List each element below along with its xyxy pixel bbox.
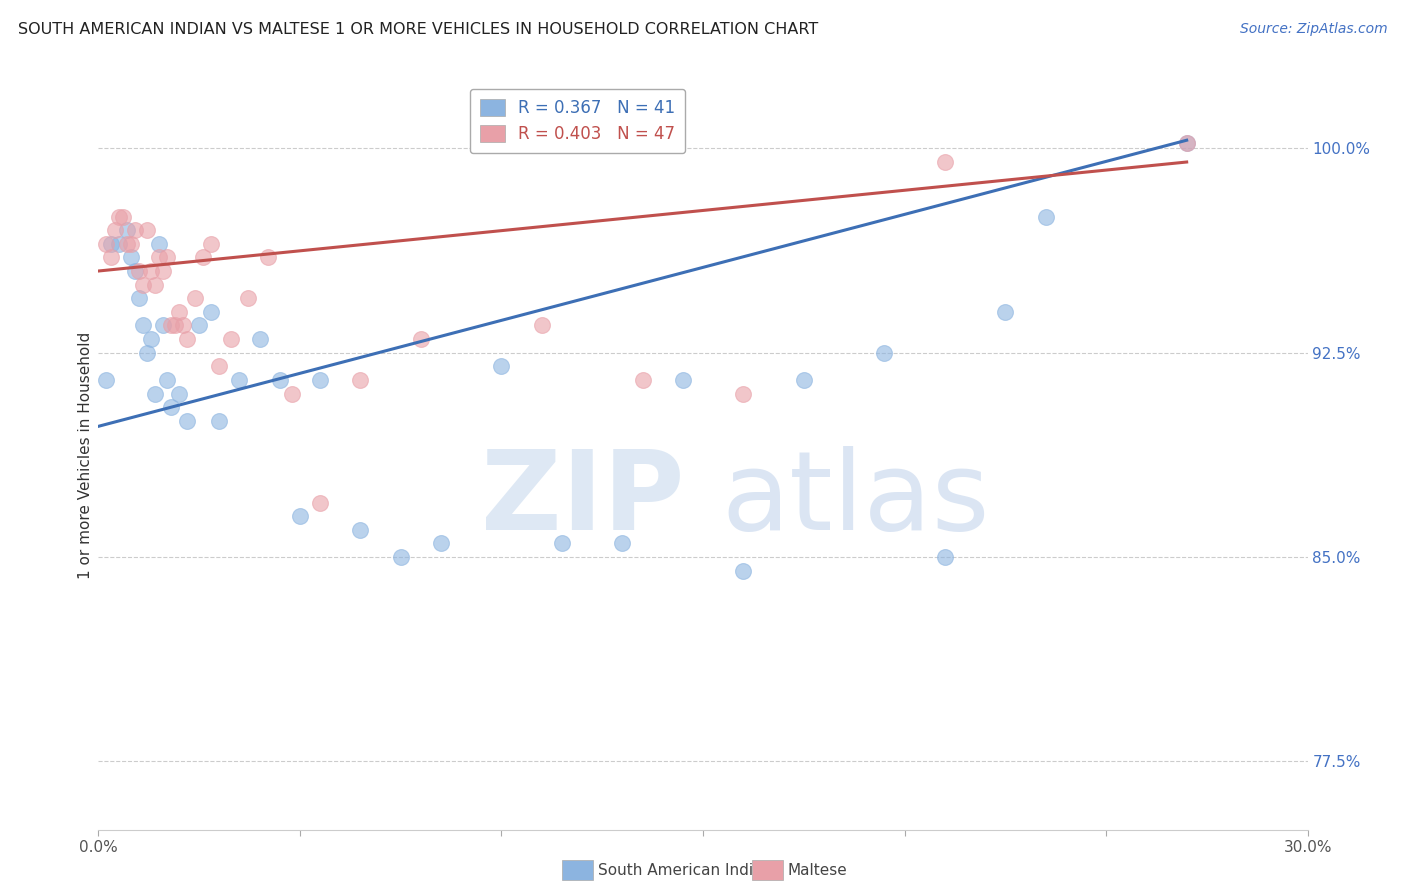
Point <box>309 373 332 387</box>
Point <box>139 264 162 278</box>
Point <box>124 223 146 237</box>
Legend: R = 0.367   N = 41, R = 0.403   N = 47: R = 0.367 N = 41, R = 0.403 N = 47 <box>470 88 685 153</box>
Point <box>188 318 211 333</box>
Point <box>409 332 432 346</box>
Point <box>100 236 122 251</box>
Point <box>132 318 155 333</box>
Point <box>193 251 215 265</box>
Point <box>163 318 186 333</box>
Point <box>143 277 166 292</box>
Y-axis label: 1 or more Vehicles in Household: 1 or more Vehicles in Household <box>77 331 93 579</box>
Point <box>208 414 231 428</box>
Point <box>107 210 129 224</box>
Point <box>148 251 170 265</box>
Point <box>1175 136 1198 150</box>
Point <box>120 251 142 265</box>
Point <box>349 373 371 387</box>
Point <box>200 236 222 251</box>
Point <box>96 236 118 251</box>
Point <box>236 291 259 305</box>
Point <box>107 236 129 251</box>
Point <box>269 373 291 387</box>
Text: ZIP: ZIP <box>481 446 685 553</box>
Text: SOUTH AMERICAN INDIAN VS MALTESE 1 OR MORE VEHICLES IN HOUSEHOLD CORRELATION CHA: SOUTH AMERICAN INDIAN VS MALTESE 1 OR MO… <box>18 22 818 37</box>
Point <box>733 386 755 401</box>
Point <box>200 305 222 319</box>
Point <box>96 373 118 387</box>
Point <box>793 373 815 387</box>
Point <box>176 332 198 346</box>
Point <box>156 373 179 387</box>
Point <box>143 386 166 401</box>
Point <box>631 373 654 387</box>
Point <box>100 251 122 265</box>
Point <box>115 223 138 237</box>
Point <box>167 305 190 319</box>
Point <box>430 536 453 550</box>
Text: South American Indians: South American Indians <box>598 863 780 878</box>
Point <box>873 345 896 359</box>
Point <box>156 251 179 265</box>
Point <box>111 210 134 224</box>
Point <box>139 332 162 346</box>
Point <box>733 564 755 578</box>
Point <box>128 291 150 305</box>
Point <box>551 536 574 550</box>
Point <box>491 359 513 374</box>
Point <box>184 291 207 305</box>
Point <box>208 359 231 374</box>
Point <box>148 236 170 251</box>
Point <box>160 401 183 415</box>
Point <box>152 318 174 333</box>
Point <box>160 318 183 333</box>
Point <box>309 495 332 509</box>
Point <box>934 155 956 169</box>
Point <box>256 251 278 265</box>
Point <box>103 223 125 237</box>
Text: Maltese: Maltese <box>787 863 846 878</box>
Point <box>672 373 695 387</box>
Point <box>389 550 412 565</box>
Point <box>135 345 157 359</box>
Point <box>281 386 304 401</box>
Point <box>221 332 243 346</box>
Point <box>612 536 634 550</box>
Point <box>128 264 150 278</box>
Point <box>994 305 1017 319</box>
Point <box>135 223 157 237</box>
Point <box>249 332 271 346</box>
Point <box>349 523 371 537</box>
Point <box>1035 210 1057 224</box>
Point <box>530 318 553 333</box>
Point <box>124 264 146 278</box>
Point <box>288 509 311 524</box>
Point <box>167 386 190 401</box>
Point <box>115 236 138 251</box>
Point <box>120 236 142 251</box>
Text: atlas: atlas <box>721 446 990 553</box>
Point <box>152 264 174 278</box>
Point <box>176 414 198 428</box>
Point <box>1175 136 1198 150</box>
Point <box>172 318 194 333</box>
Text: Source: ZipAtlas.com: Source: ZipAtlas.com <box>1240 22 1388 37</box>
Point <box>934 550 956 565</box>
Point <box>132 277 155 292</box>
Point <box>228 373 250 387</box>
